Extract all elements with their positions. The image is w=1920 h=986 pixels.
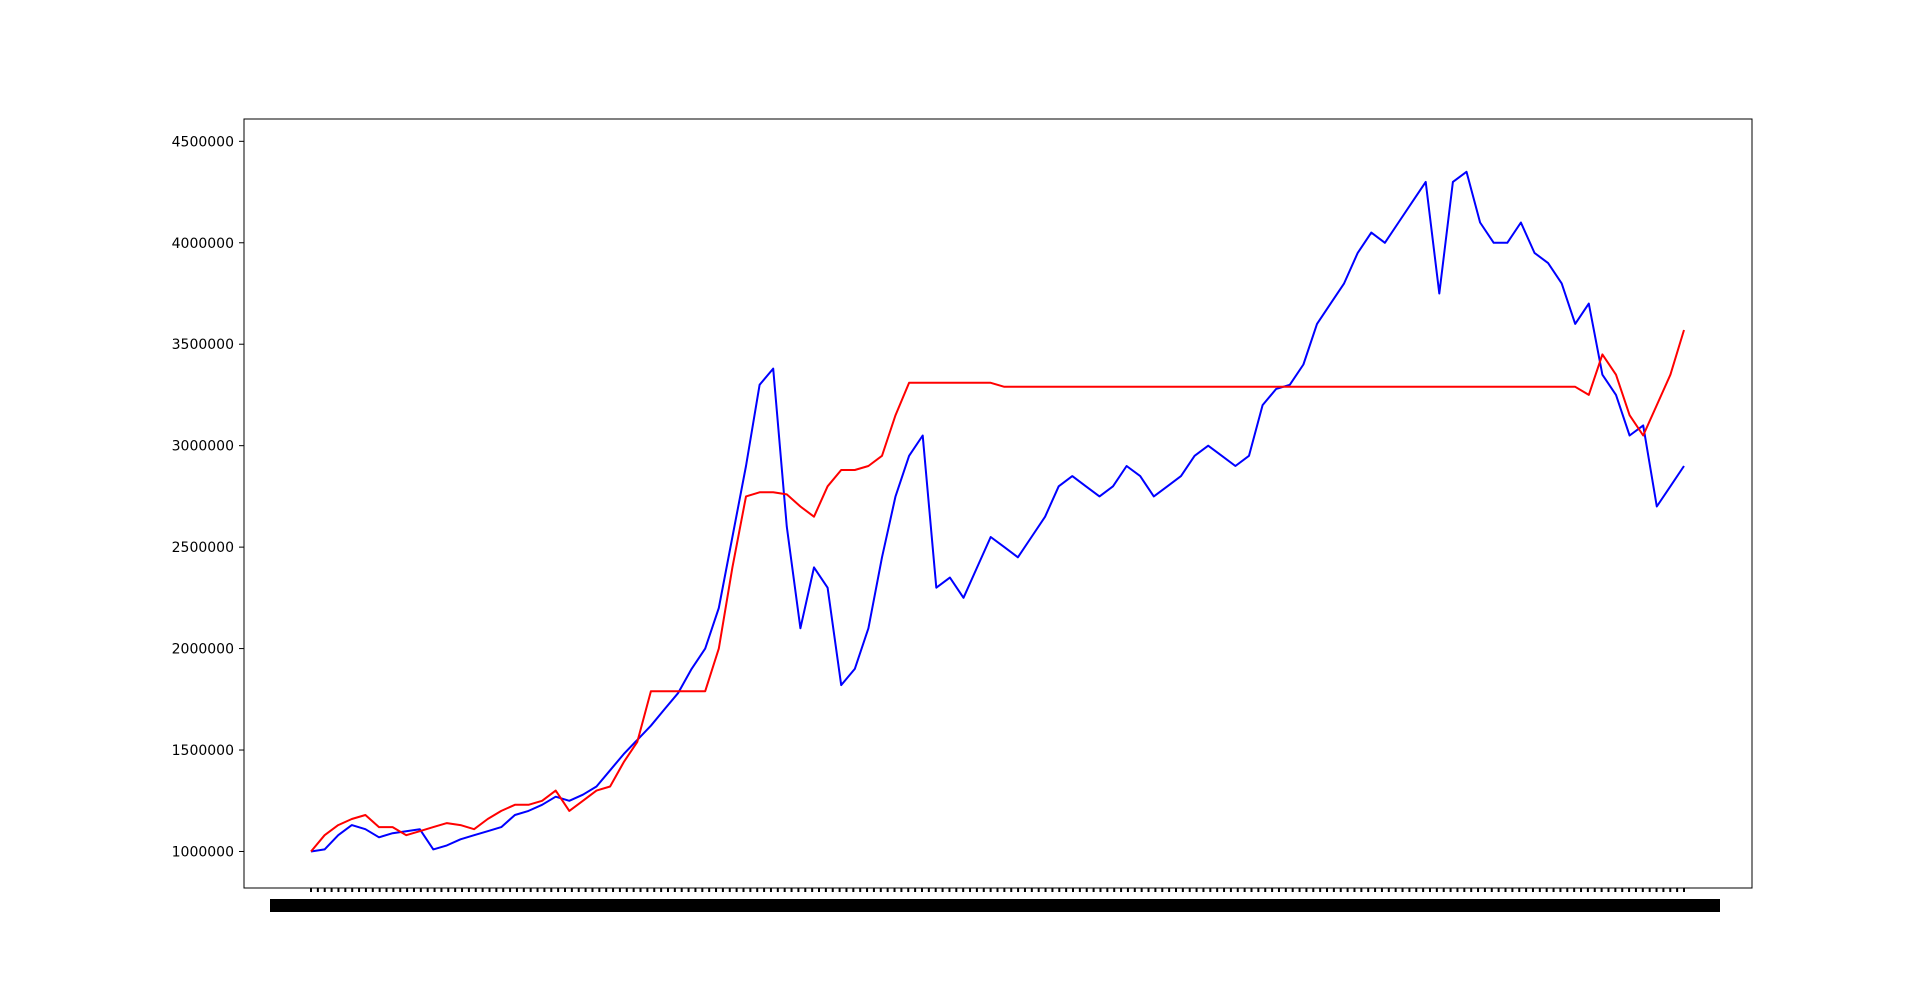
y-tick-label: 3000000 [172, 439, 234, 455]
y-tick-label: 2000000 [172, 642, 234, 658]
y-tick-label: 1000000 [172, 844, 234, 860]
y-axis: 1000000 1500000 2000000 2500000 3000000 35000… [172, 134, 244, 860]
x-axis [270, 888, 1720, 912]
y-tick-label: 1500000 [172, 743, 234, 759]
series-line-blue [310, 170, 1685, 853]
series-line-red [310, 329, 1685, 853]
y-tick-label: 4000000 [172, 236, 234, 252]
x-tick-labels-overlap [270, 899, 1720, 912]
series-layer [310, 170, 1685, 853]
y-tick-label: 2500000 [172, 540, 234, 556]
y-tick-label: 3500000 [172, 337, 234, 353]
plot-area [243, 118, 1753, 889]
y-tick-label: 4500000 [172, 134, 234, 150]
